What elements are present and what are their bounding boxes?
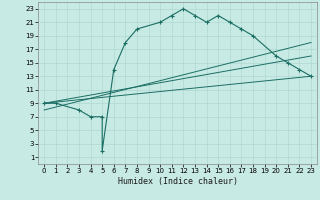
X-axis label: Humidex (Indice chaleur): Humidex (Indice chaleur) xyxy=(118,177,238,186)
